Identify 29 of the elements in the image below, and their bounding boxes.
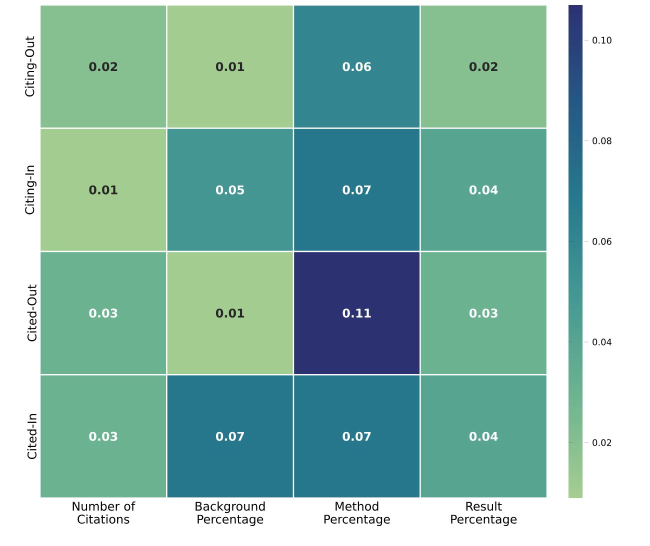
x-tick-label: Number of Citations [72, 502, 136, 524]
color-bar-label: 0.04 [592, 338, 612, 346]
data-label: 0.07 [342, 432, 371, 441]
color-bar-label: 0.02 [592, 439, 612, 446]
data-label: 0.03 [469, 308, 498, 318]
data-label: 0.01 [89, 185, 118, 194]
data-label: 0.11 [342, 308, 371, 318]
data-label: 0.02 [469, 62, 498, 72]
y-tick-label: Cited-Out [27, 284, 36, 342]
data-label: 0.05 [216, 185, 244, 194]
x-tick-label: Background Percentage [196, 502, 265, 526]
y-tick-label: Cited-In [27, 414, 36, 460]
data-label: 0.07 [216, 432, 244, 441]
color-bar-label: 0.06 [592, 238, 612, 245]
y-tick-label: Citing-Out [24, 36, 36, 97]
color-bar-label: 0.10 [592, 36, 612, 44]
data-label: 0.07 [342, 185, 371, 194]
data-label: 0.01 [216, 62, 244, 72]
data-label: 0.03 [89, 432, 118, 441]
y-tick-label: Citing-In [24, 166, 36, 214]
data-label: 0.04 [469, 432, 498, 441]
data-label: 0.04 [469, 185, 498, 194]
data-label: 0.06 [342, 62, 371, 72]
x-tick-label: Result Percentage [451, 502, 517, 526]
data-label: 0.01 [216, 308, 244, 318]
color-bar-label: 0.08 [592, 137, 612, 144]
x-tick-label: Method Percentage [324, 502, 390, 526]
data-label: 0.03 [89, 308, 118, 318]
data-label: 0.02 [89, 62, 118, 72]
